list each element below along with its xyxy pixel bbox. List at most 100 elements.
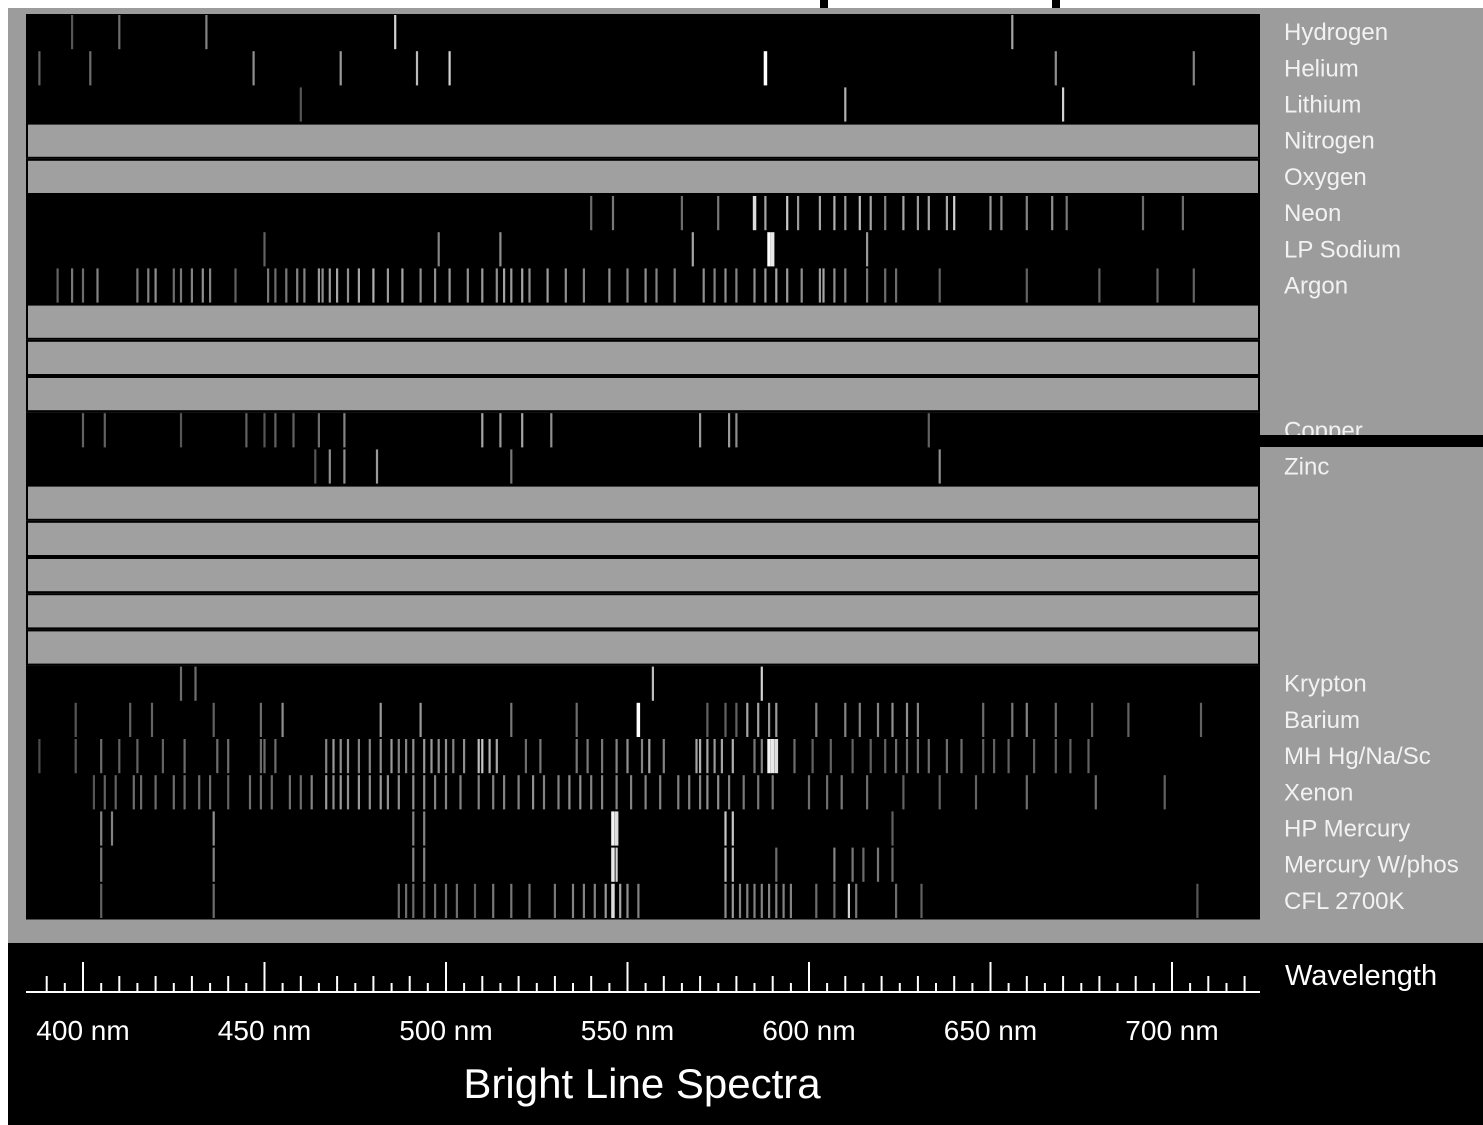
spectral-line (775, 702, 778, 737)
row-label: Barium (1284, 707, 1360, 734)
spectral-line (793, 739, 796, 774)
spectral-line (869, 739, 872, 774)
spectral-line (767, 232, 771, 267)
spectrum-row (26, 629, 1260, 666)
row-label: Helium (1284, 55, 1359, 82)
empty-row (28, 595, 1258, 628)
spectral-line (1011, 702, 1014, 737)
spectral-line (945, 196, 948, 231)
axis-title: Wavelength (1285, 960, 1437, 992)
spectral-line (844, 702, 847, 737)
spectral-line (118, 15, 121, 50)
spectral-line (339, 775, 342, 810)
spectral-line (993, 739, 996, 774)
spectral-line (1181, 196, 1184, 231)
spectral-line (774, 739, 779, 774)
spectral-line (636, 702, 641, 737)
spectral-line (728, 775, 731, 810)
spectral-line (858, 702, 861, 737)
row-label: Krypton (1284, 671, 1367, 698)
spectral-line (575, 739, 578, 774)
spectral-line (198, 775, 201, 810)
spectral-line (655, 268, 658, 303)
spectral-line (212, 811, 215, 846)
row-background (26, 267, 1260, 305)
spectral-line (1051, 196, 1054, 231)
spectral-line (724, 702, 727, 737)
spectral-line (503, 775, 506, 810)
spectrum-row (26, 50, 1260, 87)
spectral-line (615, 739, 618, 774)
spectral-line (310, 775, 313, 810)
spectral-line (317, 268, 320, 303)
spectral-line (557, 775, 560, 810)
empty-row (28, 341, 1258, 374)
x-tick-label: 600 nm (762, 1015, 855, 1046)
spectral-line (815, 702, 818, 737)
spectrum-row (26, 231, 1260, 268)
spectral-line (579, 775, 582, 810)
spectral-line (267, 268, 270, 303)
spectral-line (437, 232, 440, 267)
spectral-line (510, 883, 513, 918)
empty-row (28, 305, 1258, 338)
spectral-line (706, 739, 709, 774)
spectral-line (423, 883, 426, 918)
spectral-line (92, 775, 95, 810)
spectral-line (209, 268, 212, 303)
spectral-line (274, 739, 277, 774)
spectral-line (129, 702, 132, 737)
spectral-line (379, 739, 382, 774)
spectral-line (100, 811, 103, 846)
spectral-line (611, 883, 615, 918)
spectral-line (847, 883, 850, 918)
spectral-line (1033, 739, 1036, 774)
spectral-line (212, 847, 215, 882)
spectral-line (386, 775, 389, 810)
spectral-line (172, 268, 175, 303)
spectral-line (858, 196, 861, 231)
spectrum-row (26, 376, 1260, 413)
spectral-line (568, 775, 571, 810)
spectral-line (179, 666, 183, 701)
spectral-line (434, 883, 437, 918)
spectral-line (724, 268, 727, 303)
spectral-line (884, 268, 887, 303)
spectral-line (826, 775, 829, 810)
spectral-line (379, 702, 382, 737)
spectral-line (902, 196, 905, 231)
spectrum-row (26, 14, 1260, 51)
spectral-line (706, 775, 709, 810)
x-tick-label: 700 nm (1125, 1015, 1218, 1046)
spectral-line (147, 268, 150, 303)
spectrum-row (26, 593, 1260, 630)
spectral-line (1025, 268, 1028, 303)
spectral-line (499, 232, 502, 267)
spectrum-row (26, 484, 1260, 521)
spectral-line (1141, 196, 1145, 231)
empty-row (28, 486, 1258, 519)
spectral-line (746, 702, 749, 737)
spectral-line (1098, 268, 1101, 303)
spectral-line (259, 775, 262, 810)
spectral-line (844, 268, 847, 303)
spectral-line (89, 51, 92, 86)
row-label: Argon (1284, 273, 1348, 300)
spectral-line (477, 775, 480, 810)
spectral-line (81, 413, 85, 448)
spectral-line (339, 51, 342, 86)
spectral-line (833, 268, 836, 303)
spectral-line (626, 268, 629, 303)
spectral-line (161, 739, 164, 774)
spectral-line (528, 883, 531, 918)
spectral-line (833, 847, 836, 882)
spectral-line (927, 413, 930, 448)
spectral-line (339, 739, 342, 774)
row-background (26, 448, 1260, 486)
spectral-line (397, 775, 400, 810)
spectral-line (212, 702, 215, 737)
spectral-line (343, 449, 346, 484)
spectral-line (209, 775, 212, 810)
spectral-line (699, 775, 702, 810)
